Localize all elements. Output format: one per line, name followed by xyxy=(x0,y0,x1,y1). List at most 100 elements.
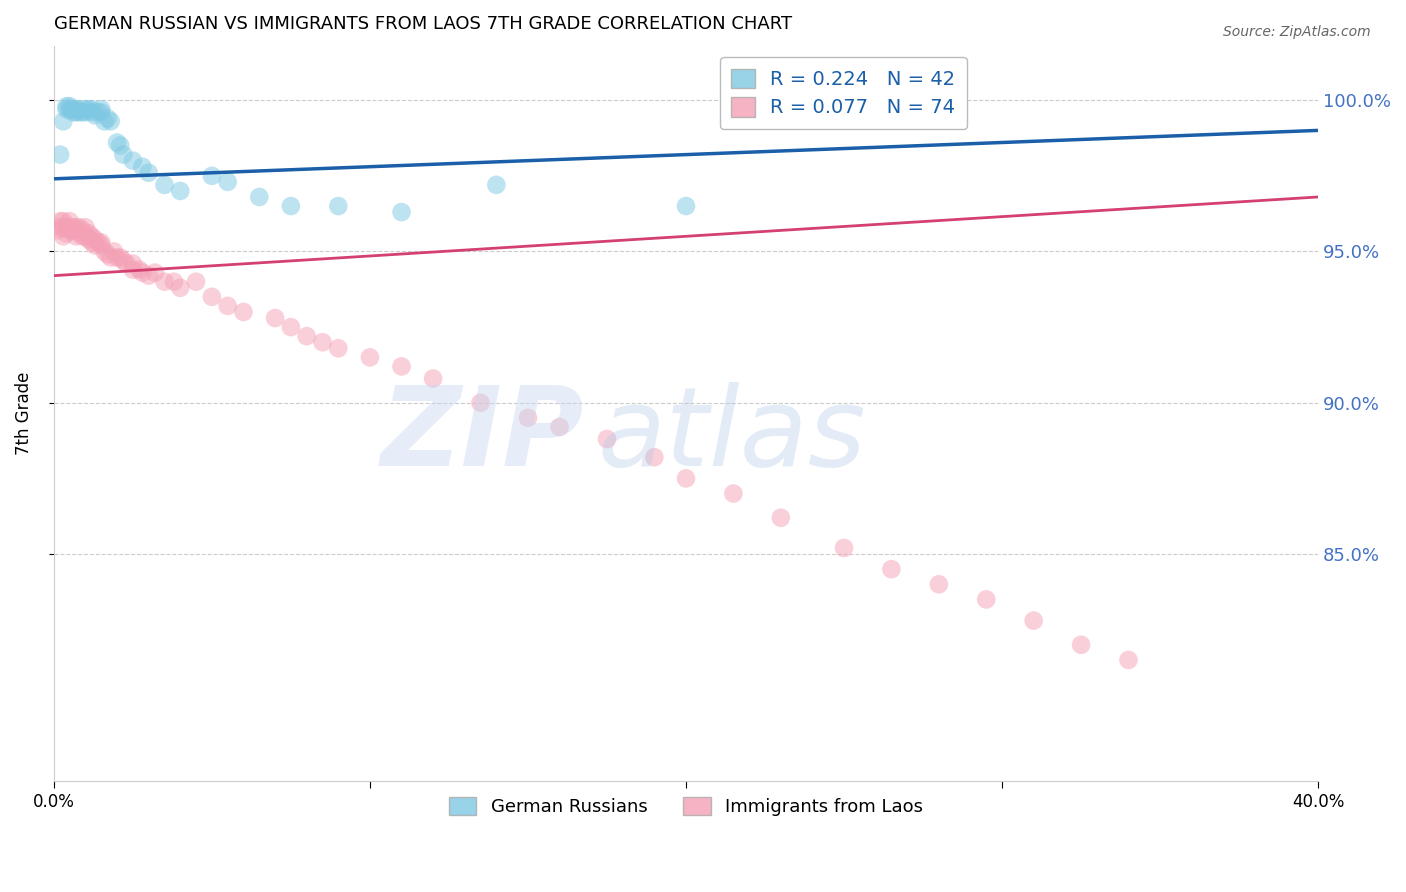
Point xyxy=(723,486,745,500)
Point xyxy=(59,99,82,113)
Point xyxy=(769,510,792,524)
Point xyxy=(596,432,619,446)
Point xyxy=(121,153,143,168)
Point xyxy=(46,223,69,237)
Point xyxy=(1070,638,1092,652)
Point xyxy=(65,105,87,120)
Point xyxy=(643,450,665,465)
Point xyxy=(90,238,112,252)
Point xyxy=(90,105,112,120)
Point xyxy=(87,235,110,250)
Point xyxy=(49,214,72,228)
Y-axis label: 7th Grade: 7th Grade xyxy=(15,372,32,455)
Point xyxy=(169,281,191,295)
Point xyxy=(232,305,254,319)
Point xyxy=(55,220,77,235)
Point xyxy=(59,214,82,228)
Point xyxy=(105,136,128,150)
Point xyxy=(928,577,950,591)
Point xyxy=(169,184,191,198)
Point xyxy=(75,105,97,120)
Point xyxy=(832,541,855,555)
Point xyxy=(153,178,176,192)
Point xyxy=(55,102,77,116)
Point xyxy=(311,335,333,350)
Point xyxy=(97,247,120,261)
Point xyxy=(75,229,97,244)
Point xyxy=(52,229,75,244)
Point xyxy=(295,329,318,343)
Point xyxy=(49,147,72,161)
Point xyxy=(264,311,287,326)
Point xyxy=(201,290,224,304)
Point xyxy=(516,410,538,425)
Point xyxy=(100,114,122,128)
Point xyxy=(75,220,97,235)
Point xyxy=(55,99,77,113)
Point xyxy=(100,251,122,265)
Point xyxy=(52,214,75,228)
Point xyxy=(103,244,125,259)
Point xyxy=(143,266,166,280)
Point xyxy=(328,341,350,355)
Point xyxy=(55,227,77,241)
Point xyxy=(108,251,131,265)
Point xyxy=(72,223,94,237)
Point xyxy=(105,251,128,265)
Point xyxy=(280,320,302,334)
Point xyxy=(72,105,94,120)
Point xyxy=(1022,614,1045,628)
Point xyxy=(328,199,350,213)
Point xyxy=(138,268,160,283)
Point xyxy=(115,256,138,270)
Point xyxy=(470,396,492,410)
Point xyxy=(84,238,107,252)
Point xyxy=(93,114,115,128)
Point xyxy=(59,102,82,116)
Point xyxy=(65,220,87,235)
Point xyxy=(93,244,115,259)
Text: ZIP: ZIP xyxy=(381,382,585,489)
Point xyxy=(163,275,186,289)
Point xyxy=(65,102,87,116)
Point xyxy=(121,256,143,270)
Point xyxy=(77,227,100,241)
Point xyxy=(974,592,997,607)
Point xyxy=(128,262,150,277)
Point xyxy=(112,253,135,268)
Point xyxy=(77,232,100,246)
Point xyxy=(131,266,153,280)
Point xyxy=(184,275,207,289)
Point xyxy=(65,229,87,244)
Point xyxy=(52,220,75,235)
Point xyxy=(80,105,103,120)
Point xyxy=(77,102,100,116)
Point xyxy=(62,105,84,120)
Point xyxy=(280,199,302,213)
Point xyxy=(90,235,112,250)
Point xyxy=(422,371,444,385)
Point xyxy=(49,220,72,235)
Point xyxy=(217,299,239,313)
Point xyxy=(90,102,112,116)
Point xyxy=(67,102,90,116)
Point xyxy=(80,229,103,244)
Point xyxy=(112,147,135,161)
Point xyxy=(548,420,571,434)
Point xyxy=(75,102,97,116)
Point xyxy=(675,471,697,485)
Point xyxy=(121,262,143,277)
Point xyxy=(217,175,239,189)
Point xyxy=(153,275,176,289)
Point xyxy=(1118,653,1140,667)
Point xyxy=(880,562,903,576)
Point xyxy=(138,166,160,180)
Text: atlas: atlas xyxy=(598,382,866,489)
Point xyxy=(67,105,90,120)
Point xyxy=(84,232,107,246)
Point xyxy=(67,227,90,241)
Point xyxy=(359,351,381,365)
Point xyxy=(391,359,413,374)
Point xyxy=(87,105,110,120)
Point xyxy=(62,102,84,116)
